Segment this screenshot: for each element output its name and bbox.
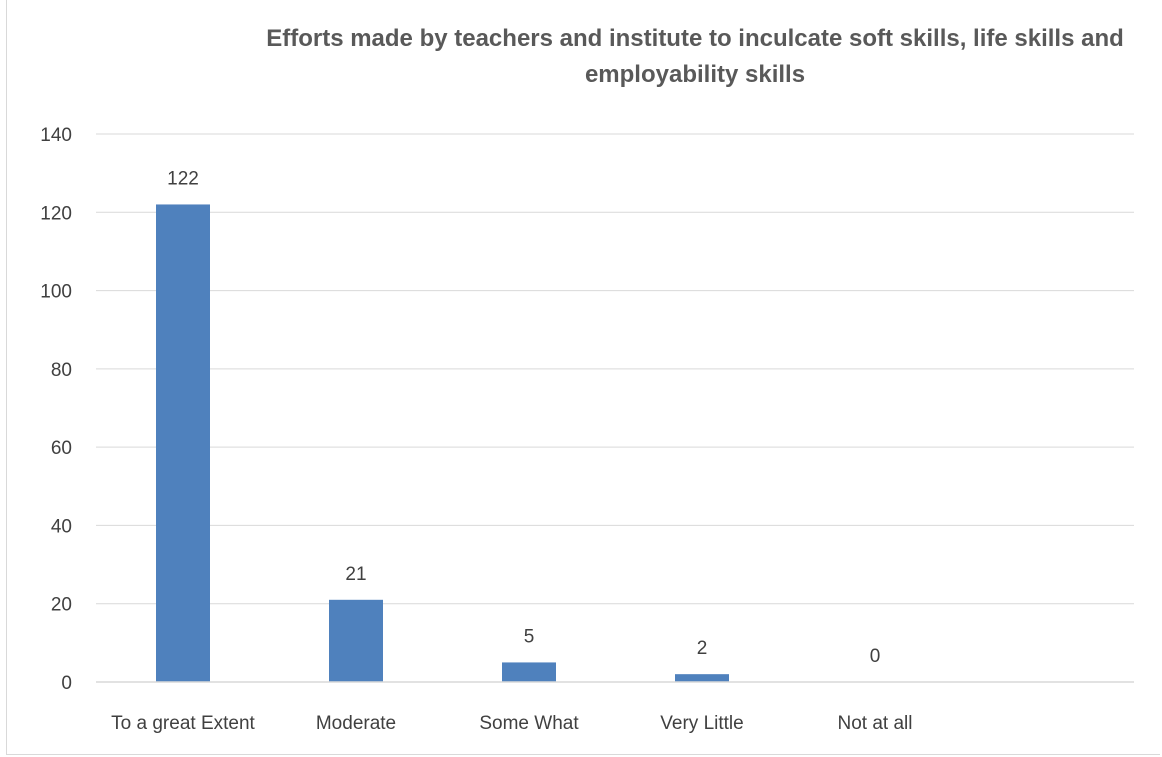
gridlines bbox=[96, 133, 1134, 605]
y-tick-label: 140 bbox=[40, 125, 72, 146]
data-label: 0 bbox=[870, 646, 881, 667]
bar-to-a-great-extent bbox=[156, 204, 210, 682]
x-category-label: Very Little bbox=[660, 713, 743, 734]
y-tick-label: 20 bbox=[51, 595, 72, 616]
bars bbox=[156, 204, 729, 682]
bar-moderate bbox=[329, 599, 383, 682]
chart-frame bbox=[6, 0, 1160, 755]
data-label: 122 bbox=[167, 168, 199, 189]
bar-some-what bbox=[502, 662, 556, 682]
y-axis-tick-labels: 0 20 40 60 80 100 120 140 bbox=[40, 125, 72, 694]
y-tick-label: 0 bbox=[61, 673, 72, 694]
data-label: 5 bbox=[524, 626, 535, 647]
chart-title-line-1: Efforts made by teachers and institute t… bbox=[266, 25, 1124, 52]
data-label: 2 bbox=[697, 638, 708, 659]
chart-title-line-2: employability skills bbox=[585, 61, 805, 88]
y-tick-label: 60 bbox=[51, 438, 72, 459]
x-axis-category-labels: To a great Extent Moderate Some What Very L… bbox=[111, 713, 912, 734]
data-labels: 122 21 5 2 0 bbox=[167, 168, 880, 667]
x-category-label: To a great Extent bbox=[111, 713, 255, 734]
x-category-label: Some What bbox=[479, 713, 579, 734]
data-label: 21 bbox=[345, 564, 366, 585]
y-tick-label: 120 bbox=[40, 203, 72, 224]
bar-very-little bbox=[675, 674, 729, 682]
y-tick-label: 40 bbox=[51, 516, 72, 537]
chart-title: Efforts made by teachers and institute t… bbox=[266, 25, 1124, 88]
x-category-label: Moderate bbox=[316, 713, 396, 734]
y-tick-label: 100 bbox=[40, 282, 72, 303]
x-category-label: Not at all bbox=[838, 713, 913, 734]
y-tick-label: 80 bbox=[51, 360, 72, 381]
